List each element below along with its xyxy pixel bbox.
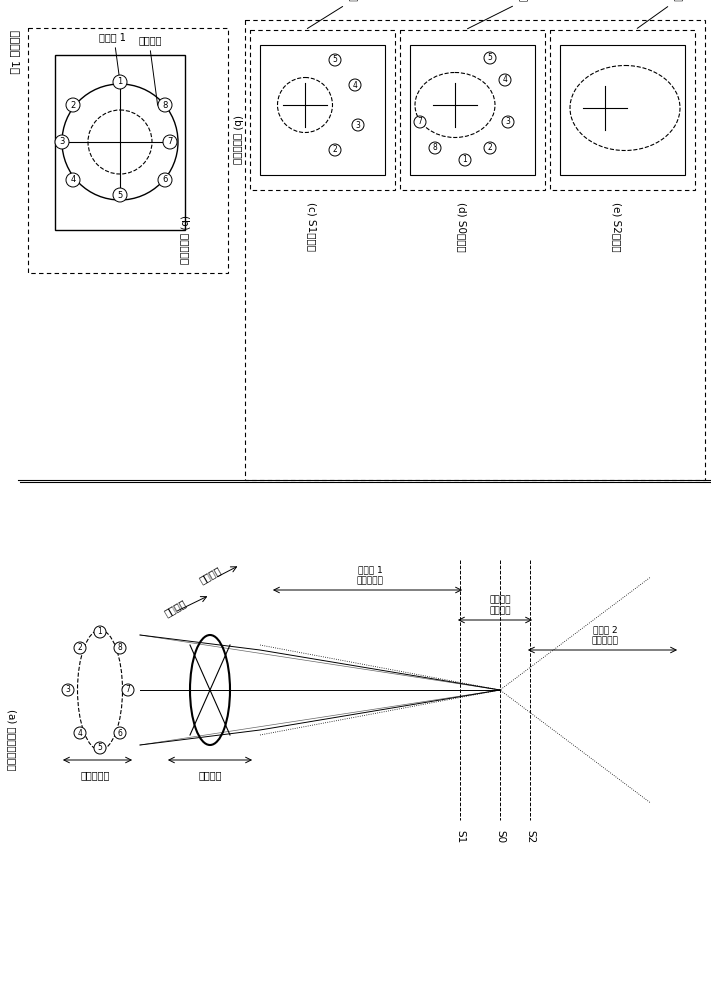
Text: (c) S1平面上: (c) S1平面上 (307, 202, 317, 251)
Circle shape (502, 116, 514, 128)
Text: 5: 5 (97, 744, 102, 752)
Circle shape (158, 98, 172, 112)
Text: 5: 5 (333, 55, 338, 64)
Text: 4: 4 (353, 81, 358, 90)
Text: 8: 8 (117, 644, 122, 652)
Text: 杂散光 2
的会聚范围: 杂散光 2 的会聚范围 (592, 626, 619, 645)
Text: 杂散光 1: 杂散光 1 (99, 32, 125, 42)
Text: 曲面方向: 曲面方向 (198, 565, 223, 585)
Text: 7: 7 (417, 117, 422, 126)
Circle shape (113, 75, 127, 89)
Circle shape (122, 684, 134, 696)
Text: 8: 8 (432, 143, 437, 152)
Text: 4: 4 (70, 176, 75, 184)
Text: 1: 1 (97, 628, 102, 637)
Circle shape (429, 142, 441, 154)
Text: 信号光的
会聚范围: 信号光的 会聚范围 (489, 596, 510, 615)
Circle shape (66, 173, 80, 187)
Text: 7: 7 (126, 686, 130, 694)
Text: 传感器区域: 传感器区域 (517, 0, 526, 2)
Circle shape (113, 188, 127, 202)
Text: 1: 1 (117, 78, 122, 87)
Text: 1: 1 (463, 155, 467, 164)
Text: 3: 3 (65, 686, 70, 694)
Circle shape (114, 727, 126, 739)
Text: 像散元件: 像散元件 (138, 35, 161, 45)
Circle shape (499, 74, 511, 86)
Text: 平行光部分: 平行光部分 (80, 770, 109, 780)
Text: 3: 3 (506, 117, 510, 126)
Circle shape (62, 684, 74, 696)
Text: 2: 2 (77, 644, 82, 652)
Circle shape (158, 173, 172, 187)
Circle shape (352, 119, 364, 131)
Text: (e) S2平面上: (e) S2平面上 (612, 202, 622, 252)
Text: 7: 7 (167, 137, 173, 146)
Text: (a) 光线的会聚状态: (a) 光线的会聚状态 (7, 709, 17, 771)
Text: S1: S1 (455, 830, 465, 843)
Text: 6: 6 (162, 176, 168, 184)
Circle shape (94, 626, 106, 638)
Text: (b) 平行光部分: (b) 平行光部分 (233, 115, 243, 165)
Circle shape (329, 144, 341, 156)
Circle shape (74, 727, 86, 739)
Text: 传感器投影区域: 传感器投影区域 (347, 0, 356, 2)
Circle shape (66, 98, 80, 112)
Text: (d) S0平面上: (d) S0平面上 (457, 202, 467, 252)
Text: S2: S2 (525, 830, 535, 843)
Text: 传感器投影区域: 传感器投影区域 (672, 0, 681, 2)
Circle shape (55, 135, 69, 149)
Text: 2: 2 (333, 145, 338, 154)
Text: 3: 3 (59, 137, 65, 146)
Text: 2: 2 (488, 143, 493, 152)
Circle shape (114, 642, 126, 654)
Text: 像散元件: 像散元件 (198, 770, 222, 780)
Circle shape (349, 79, 361, 91)
Text: 5: 5 (488, 53, 493, 62)
Text: 3: 3 (356, 120, 360, 129)
Text: 6: 6 (117, 728, 122, 738)
Text: S0: S0 (495, 830, 505, 843)
Circle shape (163, 135, 177, 149)
Circle shape (414, 116, 426, 128)
Circle shape (484, 52, 496, 64)
Text: 〈杂散光 1〉: 〈杂散光 1〉 (10, 30, 20, 74)
Text: 杂散光 1
的会聚范围: 杂散光 1 的会聚范围 (356, 566, 383, 585)
Text: (b) 平行光部分: (b) 平行光部分 (180, 215, 190, 265)
Text: 2: 2 (70, 101, 75, 109)
Circle shape (459, 154, 471, 166)
Text: 5: 5 (117, 190, 122, 200)
Circle shape (484, 142, 496, 154)
Circle shape (74, 642, 86, 654)
Text: 8: 8 (162, 101, 168, 109)
Circle shape (329, 54, 341, 66)
Circle shape (94, 742, 106, 754)
Text: 4: 4 (77, 728, 82, 738)
Text: 平面方向: 平面方向 (162, 598, 188, 618)
Text: 4: 4 (503, 76, 508, 85)
